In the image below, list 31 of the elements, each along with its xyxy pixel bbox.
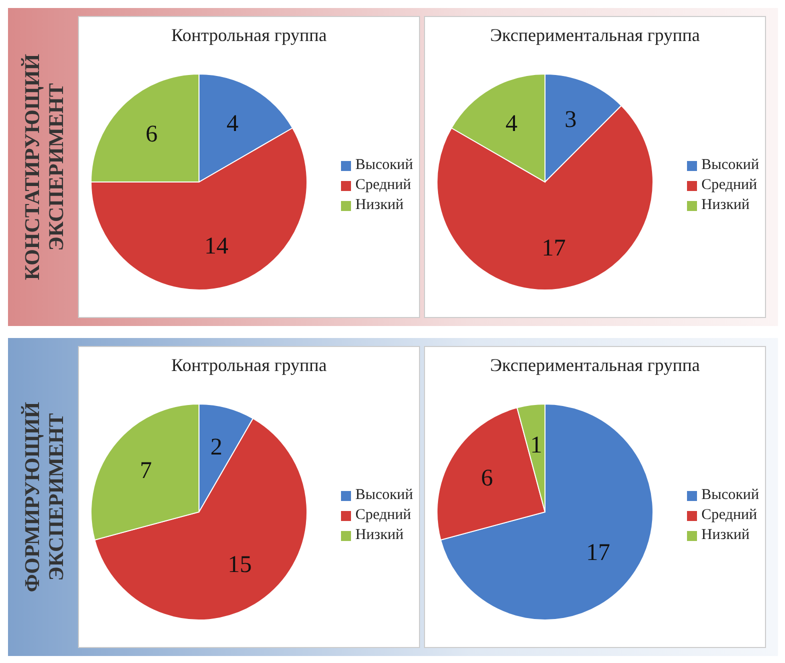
- data-label: 17: [542, 235, 566, 262]
- legend-label: Низкий: [355, 197, 404, 214]
- legend-label: Высокий: [701, 487, 759, 504]
- chart-title: Экспериментальная группа: [489, 25, 701, 46]
- data-label: 17: [586, 540, 610, 566]
- legend-label: Высокий: [701, 157, 759, 174]
- chart-title: Экспериментальная группа: [489, 355, 701, 376]
- chart-title: Контрольная группа: [170, 25, 328, 46]
- text: ФОРМИРУЮЩИЙ ЭКСПЕРИМЕНТ: [20, 400, 68, 594]
- data-label: 14: [204, 234, 228, 260]
- legend-label: Средний: [355, 507, 412, 524]
- data-label: 3: [564, 107, 577, 134]
- text: КОНСТАТИРУЮЩИЙ ЭКСПЕРИМЕНТ: [20, 52, 68, 282]
- data-label: 6: [146, 122, 158, 148]
- data-label: 15: [228, 552, 252, 578]
- legend-label: Низкий: [355, 527, 404, 544]
- legend-label: Низкий: [701, 527, 750, 544]
- pie-slice: [440, 404, 654, 620]
- legend-label: Высокий: [355, 487, 413, 504]
- data-label: 1: [530, 432, 542, 459]
- legend-label: Средний: [701, 507, 758, 524]
- data-label: 2: [210, 434, 222, 460]
- legend-label: Низкий: [701, 197, 750, 214]
- data-label: 4: [226, 111, 238, 138]
- legend-label: Средний: [355, 177, 412, 194]
- data-label: 7: [140, 458, 152, 484]
- legend-label: Средний: [701, 177, 758, 194]
- data-label: 4: [506, 111, 518, 138]
- chart-title: Контрольная группа: [170, 355, 328, 376]
- legend-label: Высокий: [355, 157, 413, 174]
- data-label: 6: [481, 466, 494, 492]
